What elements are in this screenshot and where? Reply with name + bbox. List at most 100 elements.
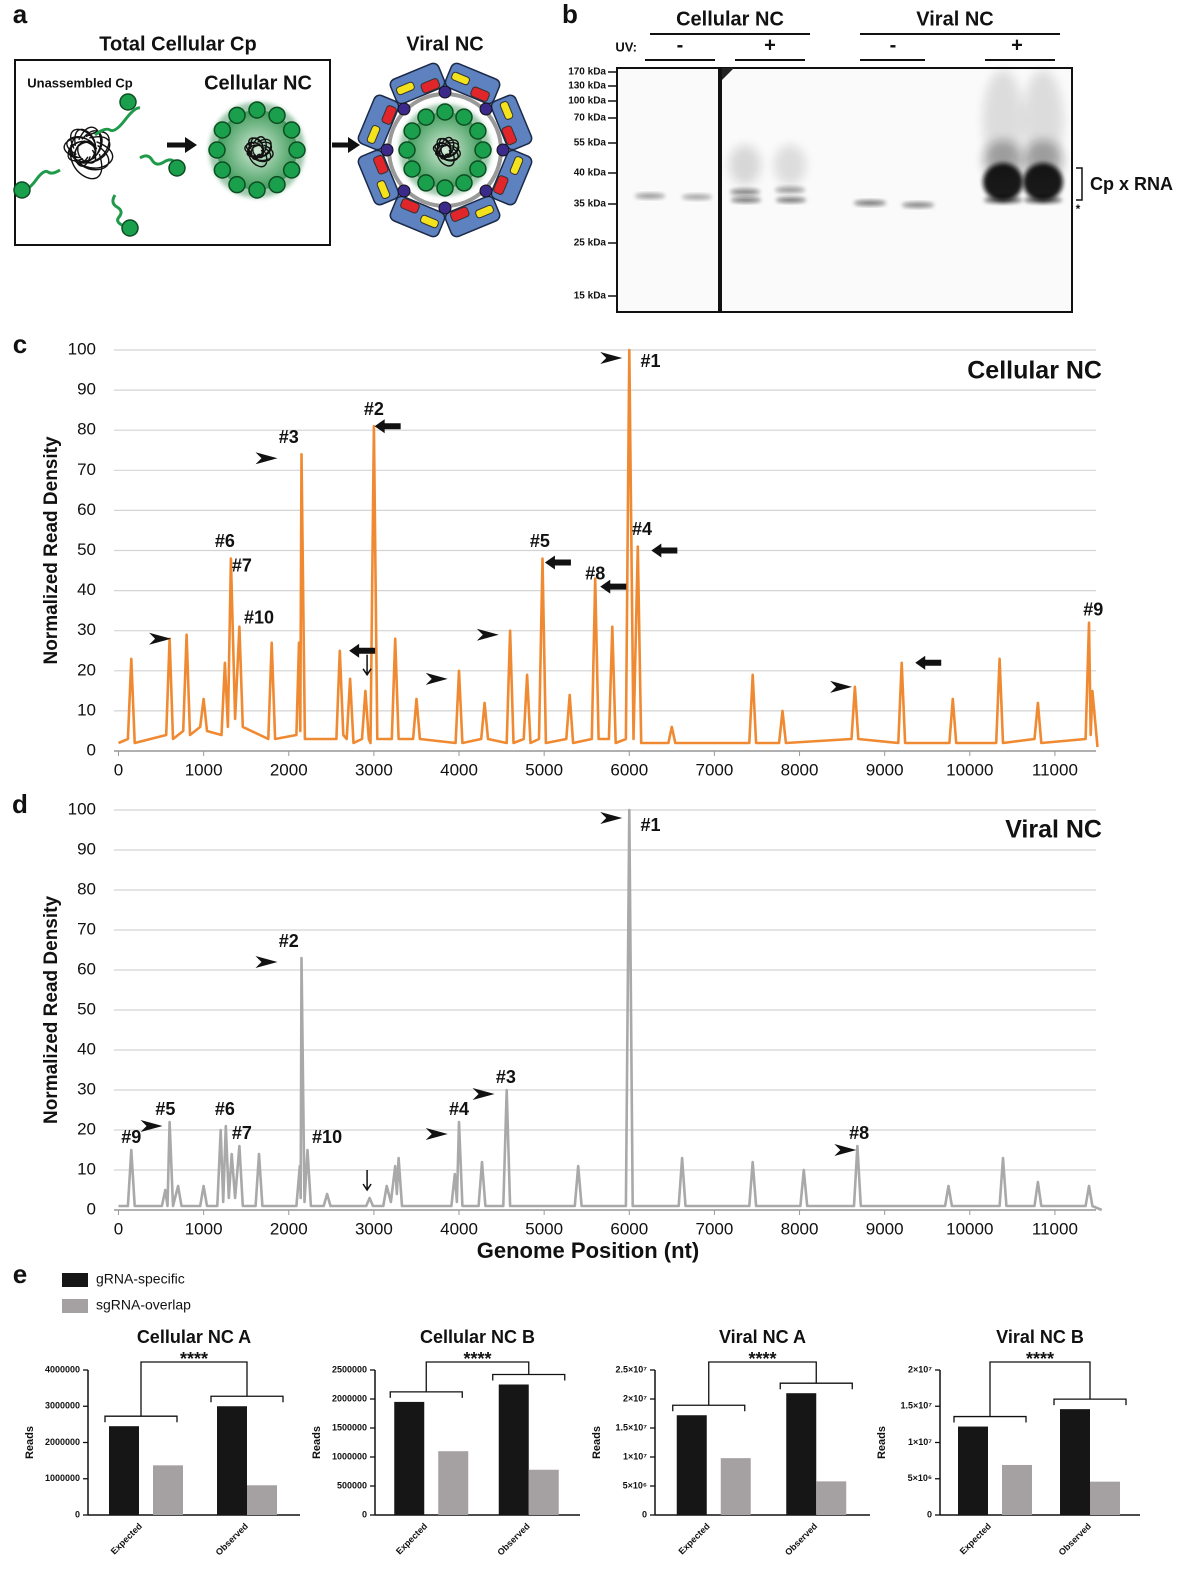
cp-subunit — [470, 123, 486, 139]
y-tick-label: 2×10⁷ — [623, 1393, 647, 1403]
x-tick-label: 1000 — [185, 760, 223, 779]
group-bracket — [1054, 1399, 1126, 1405]
y-tick-label: 90 — [77, 839, 96, 858]
group-bracket — [673, 1405, 745, 1411]
panel-label: c — [13, 329, 27, 359]
tail-knob — [439, 86, 451, 98]
y-tick-label: 0 — [87, 740, 96, 759]
cp-subunit — [404, 161, 420, 177]
panel-label: a — [13, 0, 28, 29]
significance-label: **** — [748, 1349, 776, 1369]
group-bracket — [105, 1416, 177, 1422]
y-tick-label: 50 — [77, 540, 96, 559]
y-tick-label: 5×10⁶ — [908, 1473, 932, 1483]
y-tick-label: 2×10⁷ — [908, 1364, 932, 1374]
x-tick-label: 4000 — [440, 1219, 478, 1238]
cp-subunit — [418, 175, 434, 191]
gel-marker-label: 25 kDa — [574, 238, 607, 249]
bar — [721, 1458, 751, 1515]
x-tick-label: 5000 — [525, 760, 563, 779]
arrow — [545, 556, 571, 570]
y-axis-title: Reads — [876, 1426, 888, 1459]
cp-subunit — [418, 109, 434, 125]
arrowhead — [255, 452, 277, 464]
bar — [1002, 1465, 1032, 1515]
y-tick-label: 1×10⁷ — [908, 1437, 932, 1447]
peak-annotation: #9 — [1083, 599, 1103, 619]
arrowhead — [834, 1144, 856, 1156]
x-tick-label: 9000 — [866, 760, 904, 779]
gel-uv-sign: - — [677, 34, 684, 56]
gel-marker-label: 35 kDa — [574, 199, 607, 210]
y-axis-title: Reads — [24, 1426, 36, 1459]
diagram-title: Viral NC — [406, 33, 483, 55]
y-tick-label: 70 — [77, 460, 96, 479]
cp-subunit — [214, 122, 230, 138]
y-axis-title: Reads — [591, 1426, 603, 1459]
bar — [529, 1470, 559, 1515]
gel-band — [775, 187, 805, 193]
y-tick-label: 0 — [87, 1199, 96, 1218]
bar — [1090, 1482, 1120, 1515]
y-tick-label: 0 — [642, 1509, 647, 1519]
tail-knob — [480, 185, 492, 197]
cp-subunit — [456, 109, 472, 125]
x-tick-label: 6000 — [610, 1219, 648, 1238]
peak-annotation: #4 — [632, 519, 652, 539]
y-tick-label: 1.5×10⁷ — [616, 1422, 648, 1432]
x-tick-label: Observed — [495, 1521, 531, 1557]
page: abcdeTotal Cellular CpUnassembled CpCell… — [0, 0, 1204, 1595]
chart-title: Viral NC A — [719, 1327, 806, 1347]
legend-swatch — [62, 1299, 88, 1313]
gel-uv-label: UV: — [615, 39, 637, 54]
x-tick-label: 10000 — [946, 1219, 993, 1238]
gel-bracket — [1076, 168, 1082, 200]
bar — [499, 1385, 529, 1516]
x-tick-label: 2000 — [270, 760, 308, 779]
chart-title: Viral NC — [1005, 816, 1102, 844]
x-tick-label: Expected — [958, 1521, 993, 1556]
x-tick-label: Expected — [109, 1521, 144, 1556]
gel-band — [1023, 163, 1063, 201]
nc-core — [407, 112, 483, 188]
x-tick-label: 0 — [114, 760, 123, 779]
bar — [394, 1402, 424, 1515]
peak-annotation: #2 — [279, 931, 299, 951]
x-tick-label: 2000 — [270, 1219, 308, 1238]
group-bracket — [390, 1392, 462, 1398]
cp-subunit — [214, 162, 230, 178]
x-tick-label: 7000 — [695, 1219, 733, 1238]
bar — [153, 1465, 183, 1515]
bar — [1060, 1409, 1090, 1515]
legend-label: gRNA-specific — [96, 1271, 185, 1287]
significance-label: **** — [1026, 1349, 1054, 1369]
peak-annotation: #9 — [121, 1127, 141, 1147]
x-tick-label: 11000 — [1032, 1219, 1078, 1238]
cp-subunit — [249, 102, 265, 118]
y-tick-label: 500000 — [337, 1480, 367, 1490]
arrowhead — [830, 681, 852, 693]
y-tick-label: 1000000 — [332, 1451, 367, 1461]
peak-annotation: #1 — [641, 815, 661, 835]
legend-label: sgRNA-overlap — [96, 1297, 191, 1313]
chart-title: Cellular NC B — [420, 1327, 535, 1347]
x-axis-title: Genome Position (nt) — [477, 1238, 699, 1263]
arrow — [375, 419, 401, 433]
gel-group-label: Viral NC — [916, 8, 993, 30]
gel-marker-label: 40 kDa — [574, 168, 607, 179]
peak-annotation: #10 — [244, 607, 274, 627]
bar — [247, 1485, 277, 1515]
cp-subunit — [437, 104, 453, 120]
gel-asterisk: * — [1076, 202, 1081, 216]
cp-subunit — [399, 142, 415, 158]
x-tick-label: Observed — [214, 1521, 250, 1557]
panel-label: b — [562, 0, 578, 29]
x-tick-label: Observed — [783, 1521, 819, 1557]
gel-band — [902, 203, 934, 208]
x-tick-label: 9000 — [866, 1219, 904, 1238]
x-tick-label: 8000 — [781, 1219, 819, 1238]
y-tick-label: 100 — [68, 799, 96, 818]
nc-core — [217, 110, 297, 190]
x-tick-label: Expected — [676, 1521, 711, 1556]
gel-smear — [729, 145, 761, 185]
